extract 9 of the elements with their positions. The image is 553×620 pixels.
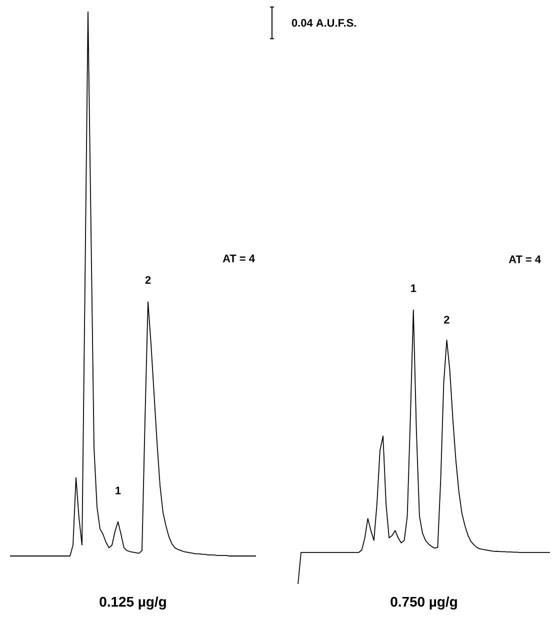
annotation: 1 — [116, 486, 121, 494]
annotation: 2 — [444, 316, 450, 324]
text: 1 — [411, 284, 416, 292]
x-axis-title: 0.750 µg/g — [390, 596, 457, 610]
annotation: AT = 4 — [222, 254, 255, 262]
x-axis-title: 0.125 µg/g — [100, 596, 166, 610]
annotation: 2 — [145, 276, 151, 284]
text: 0.04 A.U.F.S. — [292, 19, 356, 27]
text: AT = 4 — [508, 256, 541, 264]
